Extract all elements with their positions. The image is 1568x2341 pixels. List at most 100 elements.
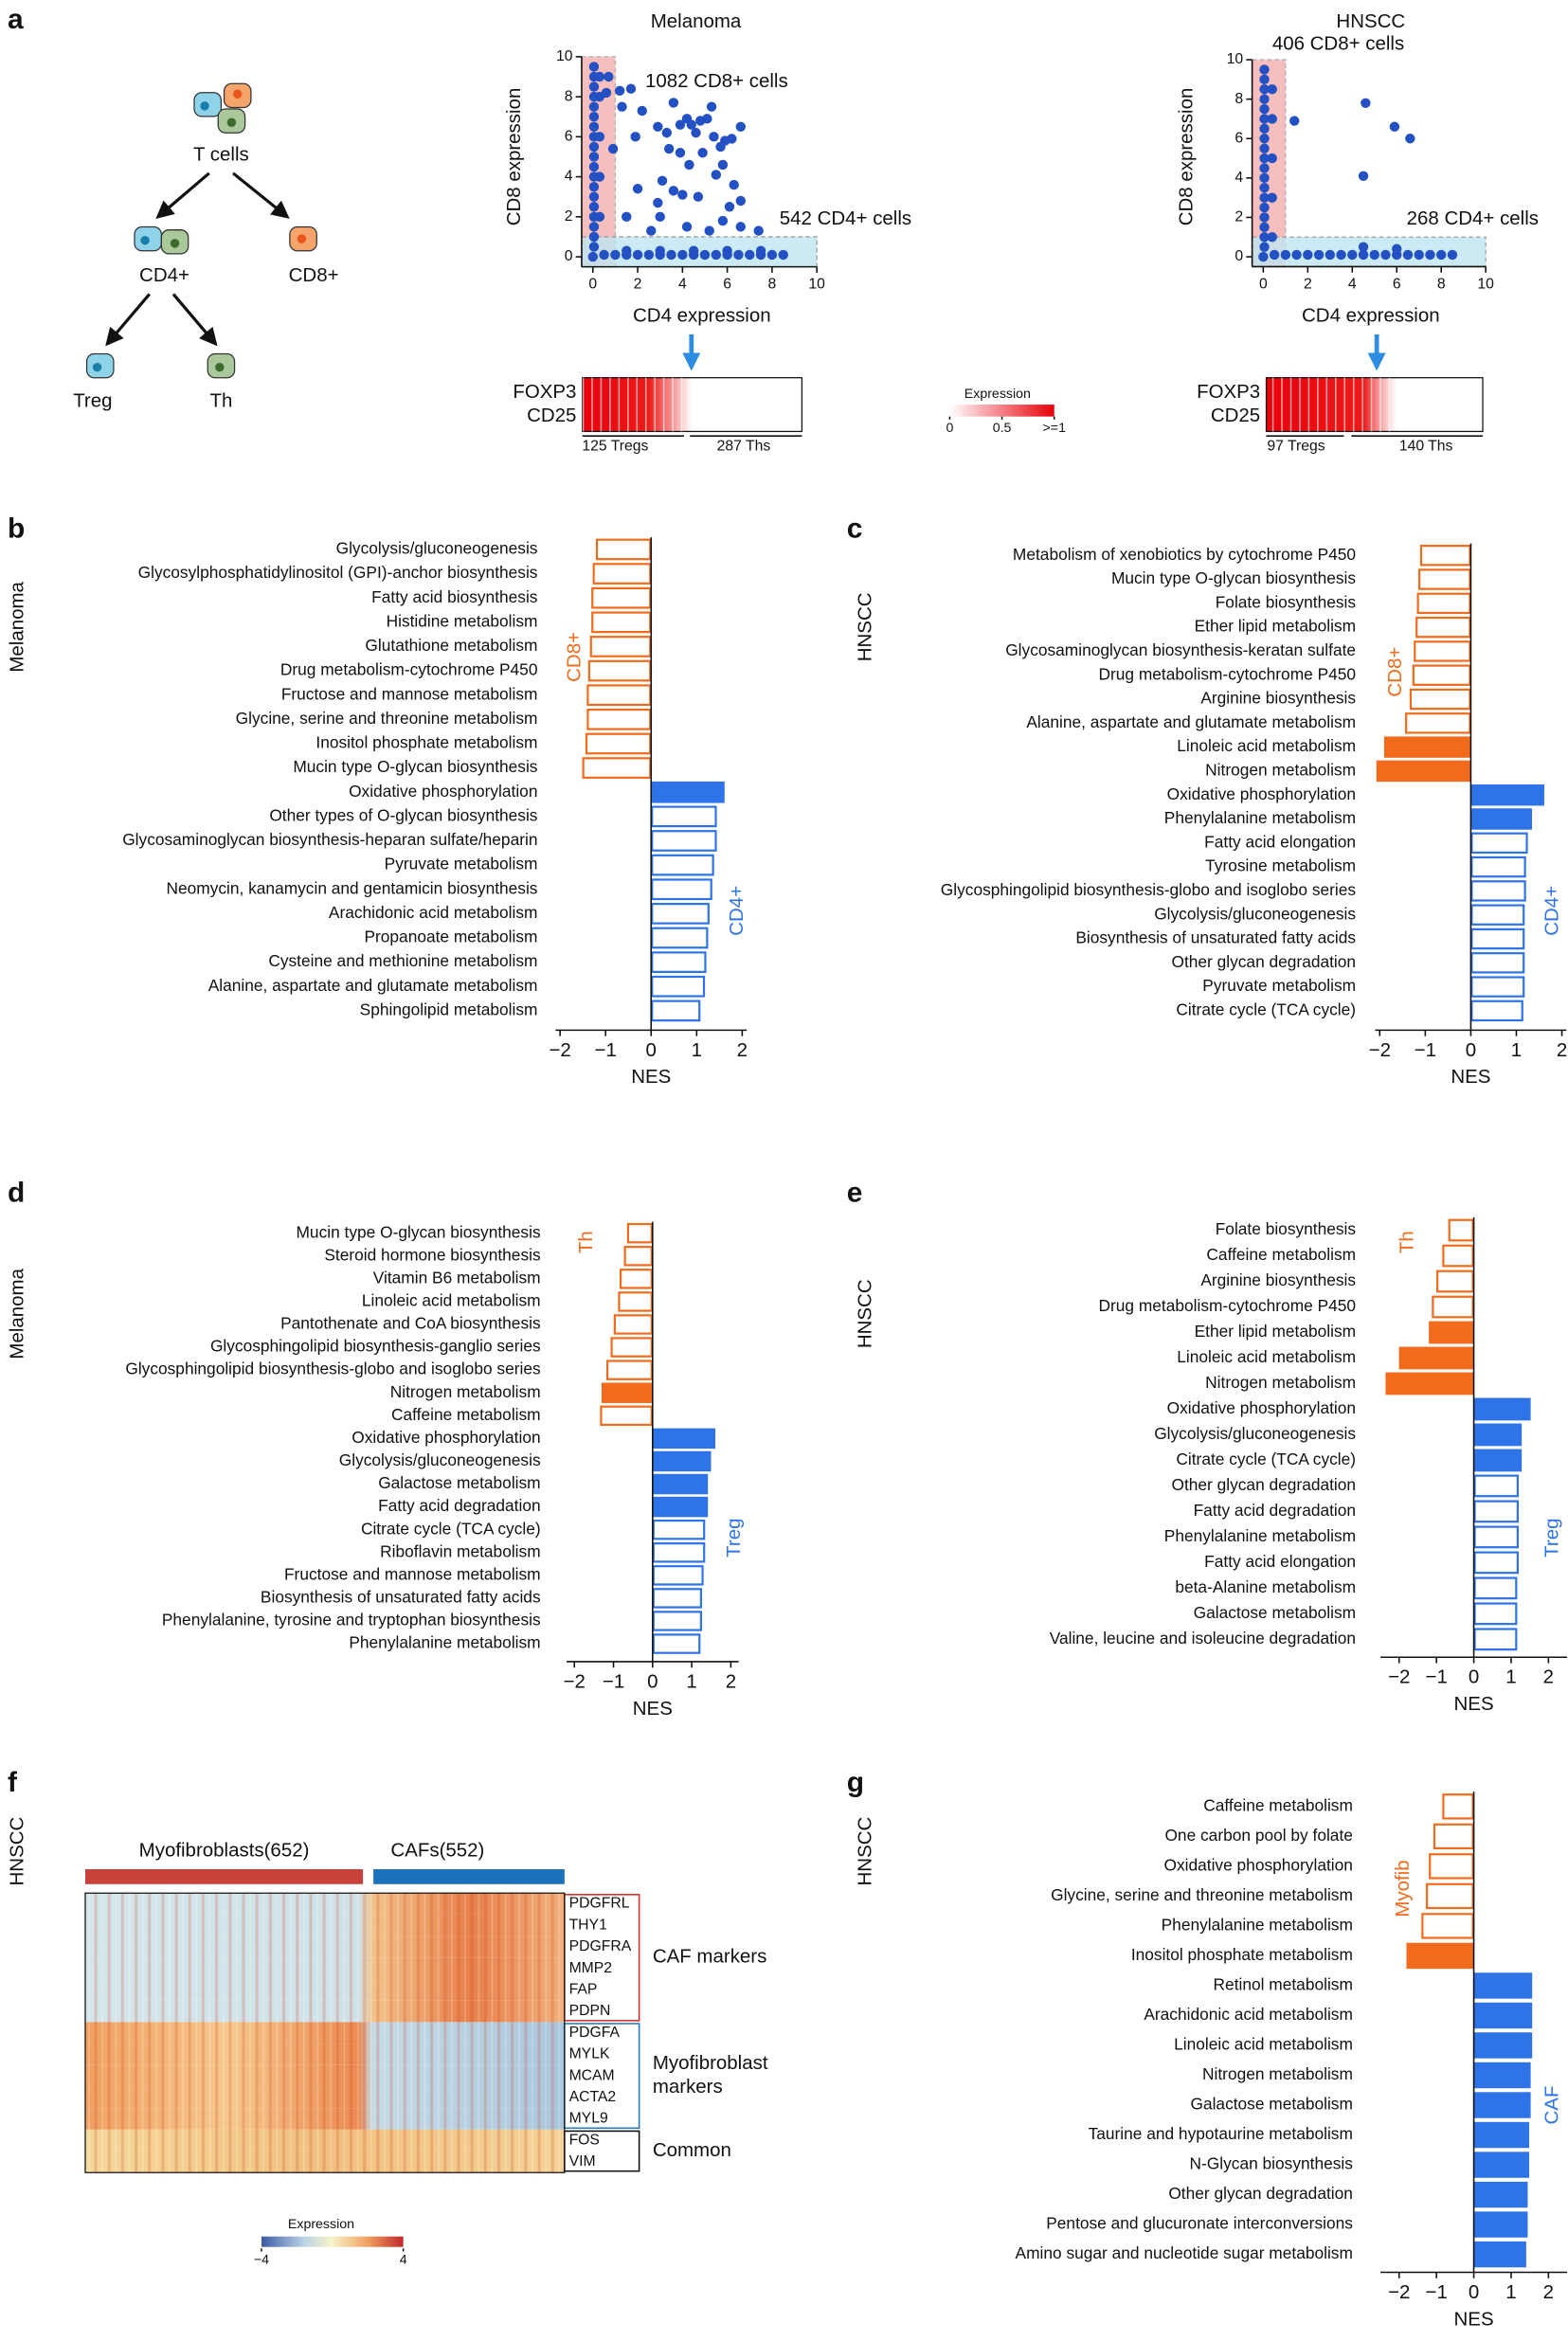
series-label: Th [575, 1231, 597, 1253]
category-label: Caffeine metabolism [1203, 1795, 1353, 1814]
point [1259, 114, 1270, 124]
heatmap-texture [84, 2151, 565, 2173]
point [735, 195, 746, 207]
heatmap-texture [84, 1893, 565, 1915]
point [706, 101, 717, 112]
bar [652, 1542, 706, 1563]
group-bar [373, 1869, 565, 1884]
x-tick-label: 10 [808, 277, 825, 293]
bar [1473, 2002, 1533, 2029]
point [599, 249, 609, 261]
gene-label: MYL9 [569, 2111, 608, 2127]
bar [585, 732, 652, 755]
y-tick-label: 8 [1235, 91, 1243, 107]
point [594, 211, 605, 223]
point [1369, 249, 1379, 261]
category-label: Histidine metabolism [387, 611, 538, 630]
bar [605, 1360, 653, 1380]
point [663, 143, 675, 154]
category-label: Phenylalanine metabolism [1162, 1915, 1353, 1934]
point [588, 231, 600, 243]
bar [1425, 1882, 1474, 1910]
x-tick-label: 1 [1505, 2281, 1516, 2303]
point [729, 179, 739, 190]
x-tick-label: 4 [678, 277, 687, 293]
y-axis-label: CD8 expression [1175, 88, 1197, 226]
heatmap-gene: CD25 [1211, 405, 1260, 426]
legend-tick-label: 0 [946, 421, 953, 436]
category-label: Alanine, aspartate and glutamate metabol… [208, 976, 538, 995]
x-tick-label: 2 [1557, 1039, 1567, 1061]
category-label: Glycosylphosphatidylinositol (GPI)-ancho… [138, 563, 538, 582]
point [1291, 249, 1302, 261]
category-label: Inositol phosphate metabolism [315, 733, 537, 752]
group-box-label: CAF markers [653, 1946, 767, 1968]
bar [1448, 1218, 1474, 1242]
category-label: Glycine, serine and threonine metabolism [1051, 1885, 1353, 1904]
bar [1470, 952, 1525, 974]
x-tick-label: 0 [1469, 2281, 1479, 2303]
point [630, 132, 640, 142]
bar [1409, 688, 1471, 711]
group-bar [84, 1869, 364, 1884]
bar [600, 1405, 653, 1427]
point [622, 245, 632, 256]
point [632, 249, 643, 261]
point [1358, 242, 1369, 252]
heatmap-group: 125 Tregs [582, 438, 648, 454]
x-tick-label: 0 [647, 1670, 658, 1692]
bar [1473, 2032, 1533, 2059]
category-label: Fructose and mannose metabolism [281, 684, 538, 703]
annotation: 268 CD4+ cells [1407, 207, 1539, 229]
point [677, 249, 688, 261]
bar [651, 927, 709, 949]
point [1259, 232, 1270, 243]
category-label: Retinol metabolism [1214, 1975, 1353, 1994]
legend-tick-label: 0.5 [993, 421, 1012, 436]
x-tick-label: −2 [564, 1670, 586, 1692]
point [688, 245, 699, 256]
category-label: Ether lipid metabolism [1195, 617, 1356, 636]
point [681, 222, 693, 232]
bar [623, 1246, 653, 1267]
point [594, 132, 605, 142]
point [1436, 249, 1447, 261]
category-label: Cysteine and methionine metabolism [268, 951, 537, 970]
point [1402, 249, 1414, 261]
point [666, 249, 676, 261]
category-label: Glutathione metabolism [365, 636, 537, 655]
category-label: Sphingolipid metabolism [360, 999, 538, 1018]
heatmap-group: 287 Ths [717, 438, 771, 454]
bar [1473, 2211, 1528, 2238]
y-tick-label: 10 [1227, 51, 1244, 67]
point [677, 189, 688, 200]
point [657, 175, 668, 187]
bar [651, 854, 714, 876]
category-label: Taurine and hypotaurine metabolism [1089, 2124, 1353, 2143]
x-tick-label: 1 [1511, 1039, 1522, 1061]
category-label: Citrate cycle (TCA cycle) [361, 1519, 541, 1538]
category-label: Pyruvate metabolism [1202, 976, 1356, 995]
heatmap-texture [84, 2000, 565, 2023]
point [588, 242, 600, 252]
point [753, 225, 764, 236]
point [1259, 64, 1270, 75]
point [1259, 134, 1270, 144]
category-label: Other glycan degradation [1171, 1475, 1356, 1494]
point [1303, 249, 1313, 261]
category-label: Arachidonic acid metabolism [1144, 2005, 1353, 2024]
category-label: Biosynthesis of unsaturated fatty acids [261, 1587, 541, 1606]
y-tick-label: 6 [565, 129, 573, 145]
bar [1473, 1972, 1533, 1999]
category-label: beta-Alanine metabolism [1175, 1577, 1356, 1596]
point [704, 225, 714, 236]
category-label: Caffeine metabolism [1206, 1245, 1356, 1264]
heatmap-texture [582, 377, 691, 432]
x-tick-label: 4 [1348, 277, 1357, 293]
category-label: Oxidative phosphorylation [351, 1428, 540, 1447]
category-label: Nitrogen metabolism [1205, 1373, 1356, 1392]
x-axis-label: NES [633, 1698, 673, 1720]
point [588, 141, 600, 153]
